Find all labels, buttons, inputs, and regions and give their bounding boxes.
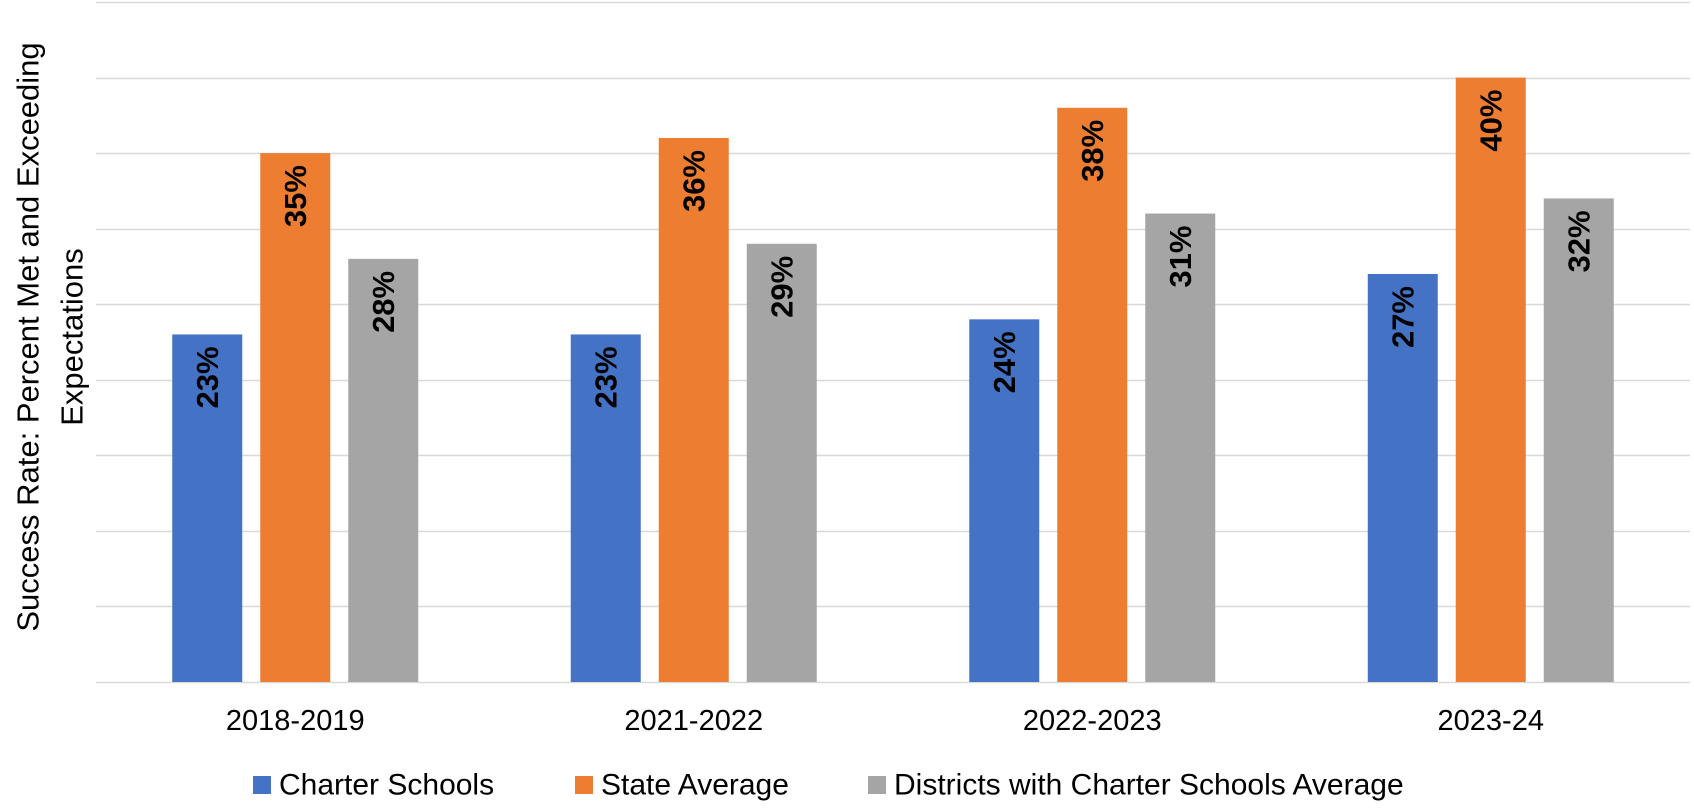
y-axis-title-line: Success Rate: Percent Met and Exceeding <box>11 42 46 631</box>
data-label: 28% <box>366 271 401 333</box>
bar-charter-schools <box>570 334 641 682</box>
x-tick-label: 2023-24 <box>1438 705 1544 737</box>
bar-districts-with-charter-schools-average <box>348 258 419 682</box>
data-label: 29% <box>764 256 799 318</box>
y-axis-title-line: Expectations <box>55 248 90 426</box>
data-label: 23% <box>190 346 225 408</box>
data-labels: 23% 35% 28% 23% 36% 29% 24% 38% 31% 27% 40% 32% <box>190 90 1597 409</box>
bar-charter-schools <box>172 334 243 682</box>
legend-swatch <box>575 776 593 794</box>
bar-districts-with-charter-schools-average <box>746 243 817 682</box>
data-label: 24% <box>987 331 1022 393</box>
gridlines <box>96 1 1690 684</box>
data-label: 38% <box>1075 120 1110 182</box>
legend-swatch <box>253 776 271 794</box>
data-label: 27% <box>1385 286 1420 348</box>
data-label: 31% <box>1163 226 1198 288</box>
legend: Charter Schools State Average Districts wi… <box>253 769 1404 802</box>
bars <box>172 77 1614 683</box>
bar-state-average <box>260 153 331 683</box>
bar-charter-schools <box>1367 274 1438 682</box>
data-label: 32% <box>1561 210 1596 272</box>
x-tick-label: 2021-2022 <box>624 705 763 737</box>
x-tick-label: 2018-2019 <box>226 705 365 737</box>
data-label: 23% <box>588 346 623 408</box>
bar-charter-schools <box>969 319 1040 682</box>
x-axis-ticks: 2018-2019 2021-2022 2022-2023 2023-24 <box>226 705 1544 737</box>
legend-label: Districts with Charter Schools Average <box>894 769 1404 802</box>
bar-state-average <box>1455 77 1526 683</box>
x-tick-label: 2022-2023 <box>1023 705 1162 737</box>
data-label: 40% <box>1473 90 1508 152</box>
y-axis-title: Success Rate: Percent Met and Exceeding E… <box>11 42 90 631</box>
data-label: 36% <box>676 150 711 212</box>
bar-state-average <box>1057 107 1128 683</box>
bar-districts-with-charter-schools-average <box>1543 198 1614 682</box>
legend-label: State Average <box>601 769 789 802</box>
data-label: 35% <box>278 165 313 227</box>
bar-state-average <box>658 138 729 682</box>
legend-swatch <box>868 776 886 794</box>
legend-label: Charter Schools <box>279 769 494 802</box>
bar-districts-with-charter-schools-average <box>1145 213 1216 683</box>
